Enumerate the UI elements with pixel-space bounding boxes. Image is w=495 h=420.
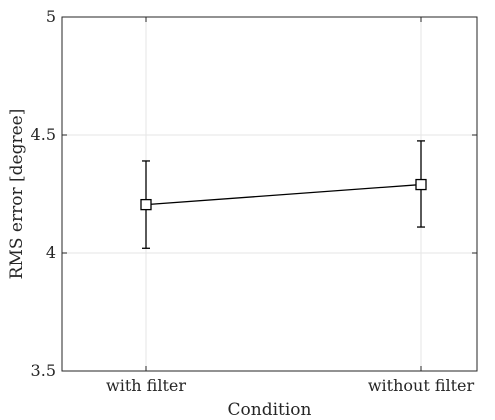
x-tick-label-0: with filter bbox=[106, 376, 186, 395]
x-tick-label-1: without filter bbox=[368, 376, 475, 395]
x-axis-label: Condition bbox=[228, 400, 312, 420]
x-axis-ticks: with filter without filter bbox=[106, 17, 475, 395]
plot-area bbox=[61, 16, 478, 372]
y-axis-label: RMS error [degree] bbox=[7, 109, 27, 280]
y-tick-label-2: 4.5 bbox=[31, 125, 56, 144]
data-point-0 bbox=[140, 198, 152, 211]
grid-lines bbox=[62, 16, 477, 372]
y-tick-label-1: 4 bbox=[46, 243, 56, 262]
series-line-0 bbox=[145, 183, 422, 206]
y-tick-label-3: 5 bbox=[46, 7, 56, 26]
y-tick-label-0: 3.5 bbox=[31, 361, 56, 380]
data-point-1 bbox=[415, 178, 427, 191]
y-axis-ticks: 3.5 4 4.5 5 bbox=[31, 7, 477, 380]
series-group bbox=[140, 140, 427, 249]
